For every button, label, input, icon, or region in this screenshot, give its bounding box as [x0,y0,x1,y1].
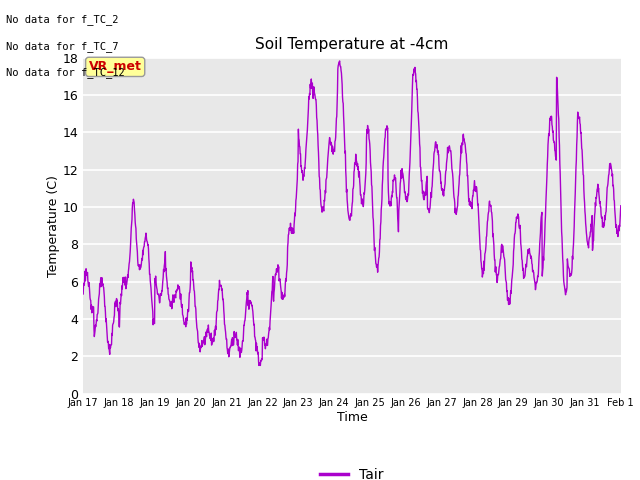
X-axis label: Time: Time [337,411,367,424]
Title: Soil Temperature at -4cm: Soil Temperature at -4cm [255,37,449,52]
Text: VR_met: VR_met [89,60,141,73]
Text: No data for f_TC_7: No data for f_TC_7 [6,41,119,52]
Text: No data for f_TC_2: No data for f_TC_2 [6,14,119,25]
Y-axis label: Temperature (C): Temperature (C) [47,175,60,276]
Text: No data for f_TC_12: No data for f_TC_12 [6,67,125,78]
Legend: Tair: Tair [315,462,389,480]
